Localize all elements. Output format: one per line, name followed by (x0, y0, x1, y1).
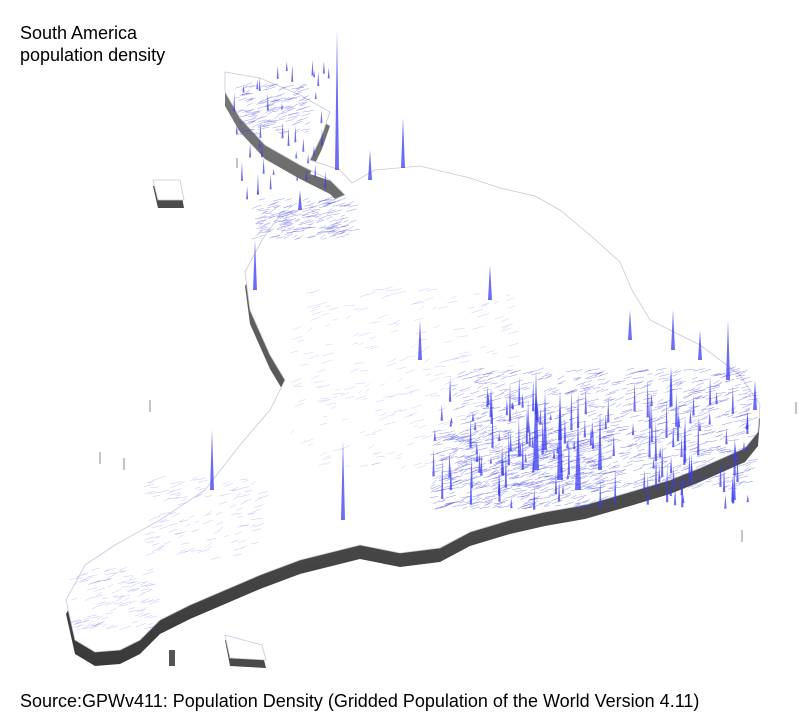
continent-surface (65, 71, 761, 661)
density-spikes (210, 30, 757, 520)
map-title-line-2: population density (20, 45, 166, 65)
source-caption: Source:GPWv411: Population Density (Grid… (20, 691, 700, 711)
map-title: South America population density (20, 22, 165, 66)
island-markers (99, 158, 797, 666)
map-title-line-1: South America (20, 23, 138, 43)
